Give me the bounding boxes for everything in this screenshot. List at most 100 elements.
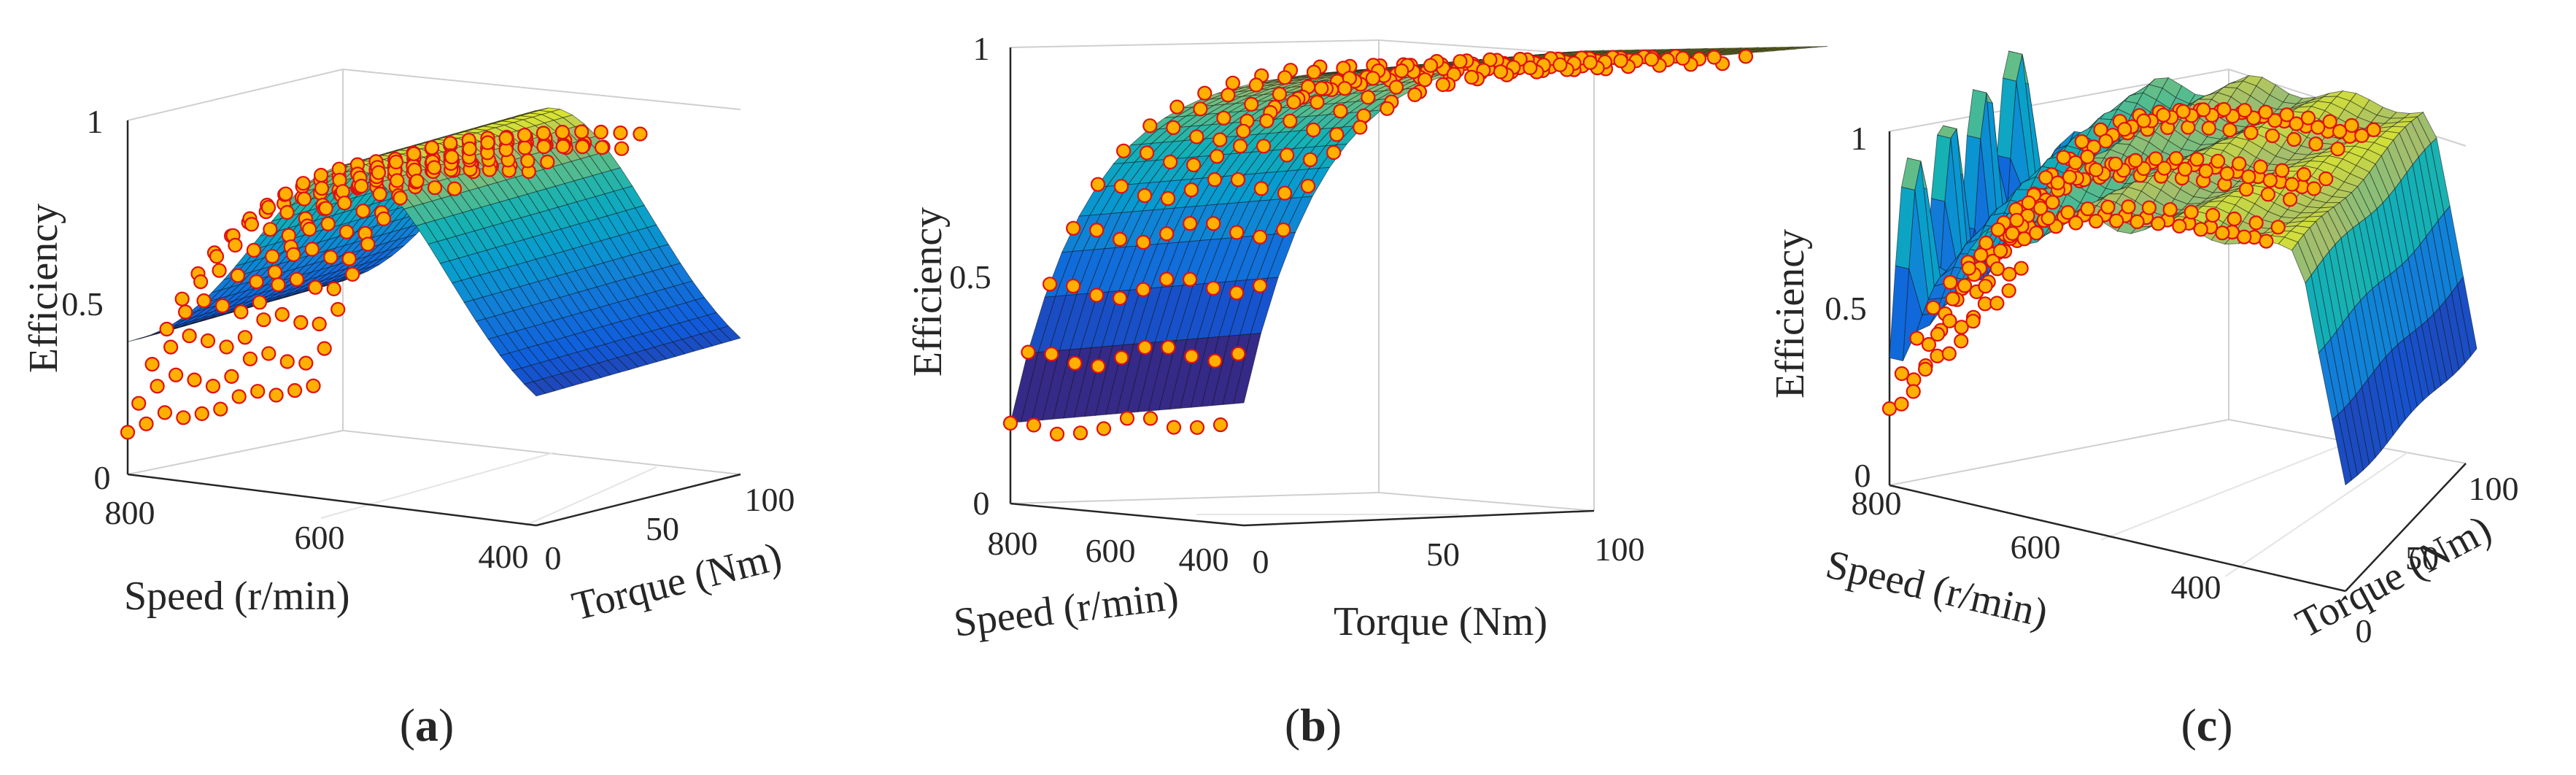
panel-a-data-point (286, 247, 301, 262)
panel-b-data-point (1453, 54, 1468, 69)
panel-b-data-point (1112, 290, 1128, 306)
panel-b-data-point (1361, 90, 1376, 105)
panel-a-data-point (169, 367, 184, 382)
panel-a-data-point (261, 346, 276, 361)
panel-c-data-point (1925, 300, 1941, 315)
panel-c-data-point (2332, 123, 2348, 139)
panel-a-data-point (372, 186, 387, 202)
panel-a-torque-axis (535, 473, 741, 527)
panel-a-ztick-0: 0 (94, 459, 111, 496)
panel-b-data-point (1166, 120, 1181, 135)
panel-b-data-point (1049, 426, 1065, 442)
panel-a-data-point (535, 126, 552, 141)
panel-c-chart: 1 0.5 0 800 600 400 0 50 100 Efficiency … (1768, 50, 2519, 751)
panel-a-data-point (427, 160, 442, 175)
panel-a-data-point (424, 140, 440, 155)
panel-c-data-point (1965, 314, 1981, 329)
panel-c-xtick-50: 50 (2405, 539, 2439, 577)
panel-c-data-point (2308, 136, 2324, 152)
panel-b-data-point (1026, 417, 1042, 433)
panel-c-data-point (2068, 215, 2084, 231)
panel-a-floor-grid-2 (525, 466, 657, 526)
panel-b-data-point (1256, 139, 1272, 154)
panel-b-data-point (1216, 110, 1231, 126)
panel-b-data-point (1113, 179, 1129, 194)
panel-b-data-point (1253, 181, 1269, 196)
panel-b-data-point (1230, 172, 1246, 188)
panel-a-data-point (371, 165, 387, 180)
panel-c-data-point (2005, 225, 2020, 241)
panel-c-data-point (2128, 153, 2143, 168)
panel-a-xlabel: Torque (Nm) (568, 534, 786, 630)
panel-b-data-point (1042, 277, 1058, 292)
panel-a-data-point (256, 312, 271, 328)
panel-a-data-point (302, 222, 317, 237)
panel-b-data-point (1644, 52, 1659, 67)
panel-c-data-point (2222, 123, 2237, 138)
panel-c-data-point (2318, 171, 2334, 187)
panel-c-data-point (2330, 142, 2345, 157)
panel-b-data-point (1207, 353, 1223, 369)
panel-c-data-point (2259, 234, 2274, 249)
panel-b-data-point (1552, 57, 1568, 72)
panel-a-data-point (555, 139, 570, 154)
panel-b-data-point (1706, 50, 1722, 65)
panel-a-data-point (205, 378, 221, 394)
panel-a-data-point (278, 186, 293, 201)
panel-a-ytick-800: 800 (105, 494, 155, 531)
panel-b-data-point (1166, 420, 1182, 435)
panel-c-xlabel: Torque (Nm) (2289, 506, 2499, 647)
panel-a-data-point (536, 139, 552, 155)
panel-c-data-point (2215, 225, 2230, 241)
panel-c-data-point (2156, 107, 2171, 123)
panel-b-data-point (1161, 339, 1176, 355)
panel-b-data-point (1136, 234, 1151, 250)
panel-b-data-point (1523, 60, 1538, 76)
panel-c-data-point (2184, 204, 2199, 220)
panel-c-data-point (2227, 211, 2242, 227)
panel-b-data-point (1090, 177, 1106, 192)
panel-a-data-point (252, 295, 267, 310)
panel-a-ytick-400: 400 (479, 538, 529, 575)
panel-a-data-point (296, 191, 312, 207)
panel-b-data-point (1738, 49, 1754, 64)
panel-b-data-point (1333, 104, 1348, 119)
panel-c-data-point (1942, 313, 1957, 328)
panel-b-points (1002, 48, 1754, 442)
panel-b-data-point (1137, 339, 1153, 355)
panel-c-data-point (1954, 320, 1969, 335)
panel-c-ytick-600: 600 (2011, 528, 2061, 566)
panel-c-data-point (2211, 153, 2226, 169)
panel-b-data-point (1253, 229, 1268, 244)
panel-a-data-point (249, 274, 264, 290)
panel-b-data-point (1160, 190, 1176, 207)
panel-a-box-floor-back-right (342, 430, 741, 475)
panel-c-data-point (2130, 214, 2145, 229)
panel-b-data-point (1277, 185, 1293, 201)
panel-a-data-point (293, 315, 309, 330)
panel-a-data-point (212, 263, 227, 278)
panel-b-ztick-0: 0 (973, 485, 990, 522)
panel-a-data-point (268, 388, 284, 403)
panel-c-data-point (2354, 128, 2370, 143)
panel-c-data-point (2038, 170, 2054, 185)
panel-a-data-point (341, 251, 357, 266)
panel-a-data-point (139, 416, 154, 431)
panel-b-data-point (1302, 152, 1318, 167)
panel-c-data-point (2322, 114, 2337, 129)
panel-a-data-point (520, 153, 535, 169)
panel-b-data-point (1493, 64, 1509, 80)
panel-a-data-point (196, 293, 212, 309)
panel-b-data-point (1482, 52, 1498, 68)
panel-a-data-point (304, 242, 320, 257)
panel-b-speed-axis (1010, 502, 1245, 527)
panel-a-data-point (213, 401, 228, 417)
panel-a-xtick-50: 50 (646, 510, 679, 547)
panel-c-data-point (1894, 366, 1909, 382)
panel-a-data-point (178, 304, 193, 320)
panel-c-data-point (2310, 120, 2326, 135)
panel-b-xlabel: Torque (Nm) (1334, 599, 1547, 644)
panel-a-data-point (339, 224, 355, 239)
panel-c-data-point (2205, 207, 2221, 223)
panel-a-data-point (224, 369, 239, 385)
